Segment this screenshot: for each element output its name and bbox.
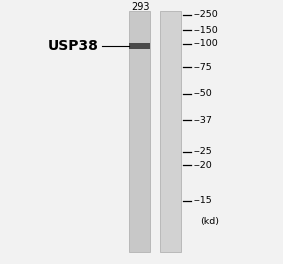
Bar	[160, 11, 181, 252]
Text: --50: --50	[194, 89, 213, 98]
Text: --15: --15	[194, 196, 213, 205]
Text: --25: --25	[194, 147, 213, 156]
Text: USP38: USP38	[48, 39, 99, 53]
Text: (kd): (kd)	[200, 217, 219, 226]
Text: --250: --250	[194, 10, 218, 19]
Text: --150: --150	[194, 26, 218, 35]
Text: --20: --20	[194, 161, 213, 169]
Text: 293: 293	[132, 2, 150, 12]
Text: --100: --100	[194, 39, 218, 48]
Bar	[129, 11, 150, 252]
Text: --37: --37	[194, 116, 213, 125]
Bar	[129, 43, 150, 49]
Text: --75: --75	[194, 63, 213, 72]
